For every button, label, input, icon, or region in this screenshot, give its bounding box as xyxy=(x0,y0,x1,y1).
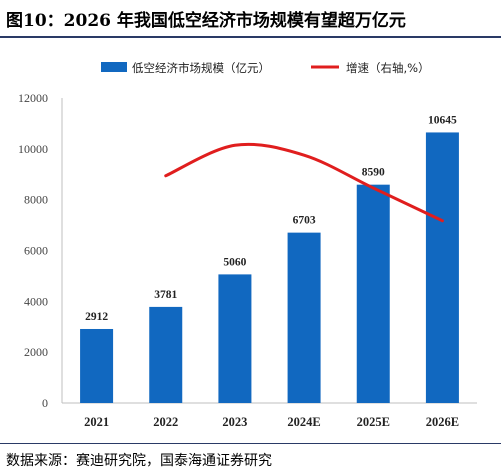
legend-label-line: 增速（右轴,%） xyxy=(346,61,430,75)
data-label: 8590 xyxy=(362,167,385,179)
bar xyxy=(425,132,459,404)
growth-line xyxy=(164,142,444,223)
data-label: 10645 xyxy=(428,114,457,126)
data-label: 6703 xyxy=(293,215,316,227)
source-note: 数据来源：赛迪研究院，国泰海通证券研究 xyxy=(6,453,272,469)
x-tick-label: 2025E xyxy=(357,415,390,429)
x-tick-label: 2021 xyxy=(84,415,109,429)
source-rule xyxy=(0,443,501,444)
data-label: 3781 xyxy=(154,289,177,301)
title-rule xyxy=(0,36,501,38)
bar xyxy=(218,274,252,403)
data-label: 5060 xyxy=(223,256,246,268)
y-tick-label: 8000 xyxy=(24,193,48,207)
y-tick-label: 10000 xyxy=(18,142,48,156)
x-tick-label: 2023 xyxy=(222,415,247,429)
legend-label-bar: 低空经济市场规模（亿元） xyxy=(132,61,270,75)
bar xyxy=(356,184,390,403)
bar xyxy=(80,328,114,403)
y-tick-label: 6000 xyxy=(24,244,48,258)
y-tick-label: 4000 xyxy=(24,294,48,308)
x-tick-label: 2026E xyxy=(426,415,459,429)
data-label: 2912 xyxy=(85,311,108,323)
figure-title: 图10：2026 年我国低空经济市场规模有望超万亿元 xyxy=(6,11,406,31)
y-tick-label: 12000 xyxy=(18,91,48,105)
bar xyxy=(149,306,183,403)
y-tick-label: 0 xyxy=(42,396,48,410)
x-tick-label: 2024E xyxy=(287,415,320,429)
y-tick-label: 2000 xyxy=(24,345,48,359)
bar xyxy=(287,232,321,403)
x-tick-label: 2022 xyxy=(153,415,178,429)
legend-swatch-bar xyxy=(101,62,127,72)
